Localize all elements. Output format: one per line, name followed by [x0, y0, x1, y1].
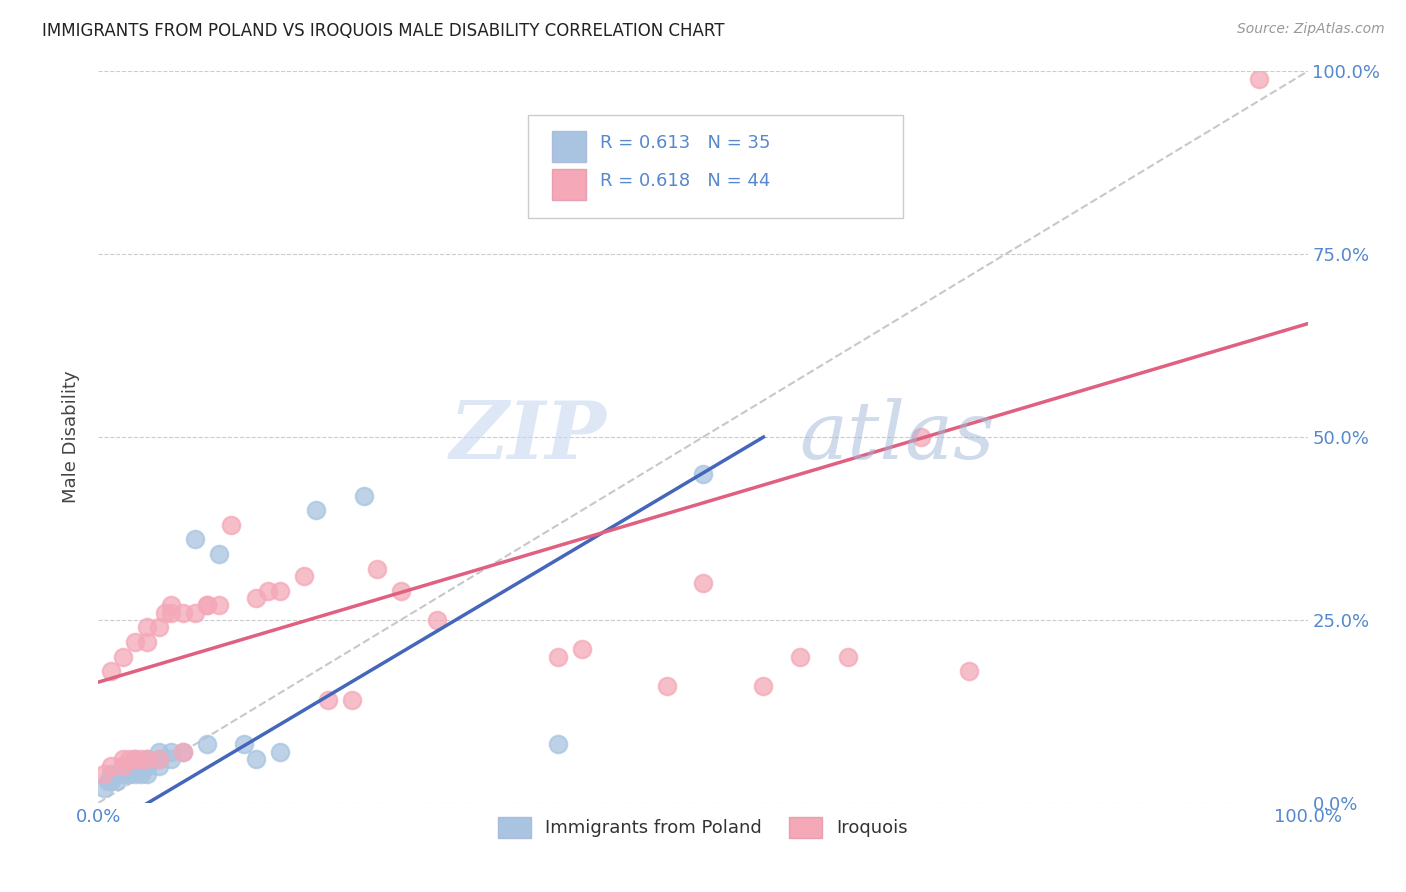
- Text: IMMIGRANTS FROM POLAND VS IROQUOIS MALE DISABILITY CORRELATION CHART: IMMIGRANTS FROM POLAND VS IROQUOIS MALE …: [42, 22, 724, 40]
- Point: [135, 766, 157, 780]
- Point: [100, 759, 122, 773]
- Point: [342, 693, 364, 707]
- Point: [135, 620, 157, 634]
- Point: [160, 745, 183, 759]
- Point: [172, 745, 194, 759]
- Point: [245, 752, 267, 766]
- Point: [789, 649, 811, 664]
- Point: [100, 766, 122, 780]
- Point: [692, 467, 714, 481]
- Point: [135, 752, 157, 766]
- Point: [124, 759, 146, 773]
- Point: [547, 737, 569, 751]
- Point: [124, 766, 146, 780]
- Point: [129, 752, 152, 766]
- Point: [208, 599, 231, 613]
- Point: [111, 759, 134, 773]
- Point: [160, 606, 183, 620]
- Point: [129, 766, 152, 780]
- Point: [93, 766, 115, 780]
- Point: [111, 752, 134, 766]
- Point: [160, 752, 183, 766]
- Point: [118, 759, 141, 773]
- Point: [195, 599, 218, 613]
- Point: [389, 583, 412, 598]
- Point: [153, 606, 176, 620]
- FancyBboxPatch shape: [551, 131, 586, 162]
- FancyBboxPatch shape: [551, 169, 586, 200]
- Text: Source: ZipAtlas.com: Source: ZipAtlas.com: [1237, 22, 1385, 37]
- Point: [208, 547, 231, 561]
- Point: [195, 599, 218, 613]
- Point: [184, 606, 207, 620]
- Point: [124, 752, 146, 766]
- Point: [571, 642, 593, 657]
- Point: [256, 583, 278, 598]
- Point: [148, 752, 170, 766]
- Point: [547, 649, 569, 664]
- Point: [316, 693, 339, 707]
- Point: [97, 773, 120, 788]
- Text: R = 0.618   N = 44: R = 0.618 N = 44: [600, 172, 770, 190]
- Point: [269, 745, 291, 759]
- Point: [111, 759, 134, 773]
- Legend: Immigrants from Poland, Iroquois: Immigrants from Poland, Iroquois: [491, 810, 915, 845]
- Point: [232, 737, 254, 751]
- Point: [837, 649, 859, 664]
- Point: [105, 766, 128, 780]
- Point: [135, 635, 157, 649]
- Point: [910, 430, 932, 444]
- Point: [1249, 71, 1271, 86]
- Point: [160, 599, 183, 613]
- Point: [118, 766, 141, 780]
- Point: [172, 606, 194, 620]
- Point: [172, 745, 194, 759]
- Point: [305, 503, 328, 517]
- Point: [93, 781, 115, 796]
- Point: [184, 533, 207, 547]
- Point: [105, 773, 128, 788]
- Point: [692, 576, 714, 591]
- Point: [221, 517, 243, 532]
- Text: R = 0.613   N = 35: R = 0.613 N = 35: [600, 134, 770, 152]
- Text: atlas: atlas: [800, 399, 995, 475]
- Point: [245, 591, 267, 605]
- Point: [100, 773, 122, 788]
- Point: [124, 752, 146, 766]
- Point: [148, 620, 170, 634]
- Point: [135, 759, 157, 773]
- FancyBboxPatch shape: [527, 115, 903, 218]
- Point: [752, 679, 775, 693]
- Point: [269, 583, 291, 598]
- Point: [148, 745, 170, 759]
- Point: [129, 759, 152, 773]
- Point: [111, 766, 134, 780]
- Y-axis label: Male Disability: Male Disability: [62, 371, 80, 503]
- Point: [292, 569, 315, 583]
- Point: [111, 649, 134, 664]
- Text: ZIP: ZIP: [450, 399, 606, 475]
- Point: [366, 562, 388, 576]
- Point: [957, 664, 980, 678]
- Point: [655, 679, 678, 693]
- Point: [135, 759, 157, 773]
- Point: [148, 752, 170, 766]
- Point: [426, 613, 449, 627]
- Point: [118, 752, 141, 766]
- Point: [135, 752, 157, 766]
- Point: [353, 489, 375, 503]
- Point: [148, 759, 170, 773]
- Point: [195, 737, 218, 751]
- Point: [100, 664, 122, 678]
- Point: [124, 635, 146, 649]
